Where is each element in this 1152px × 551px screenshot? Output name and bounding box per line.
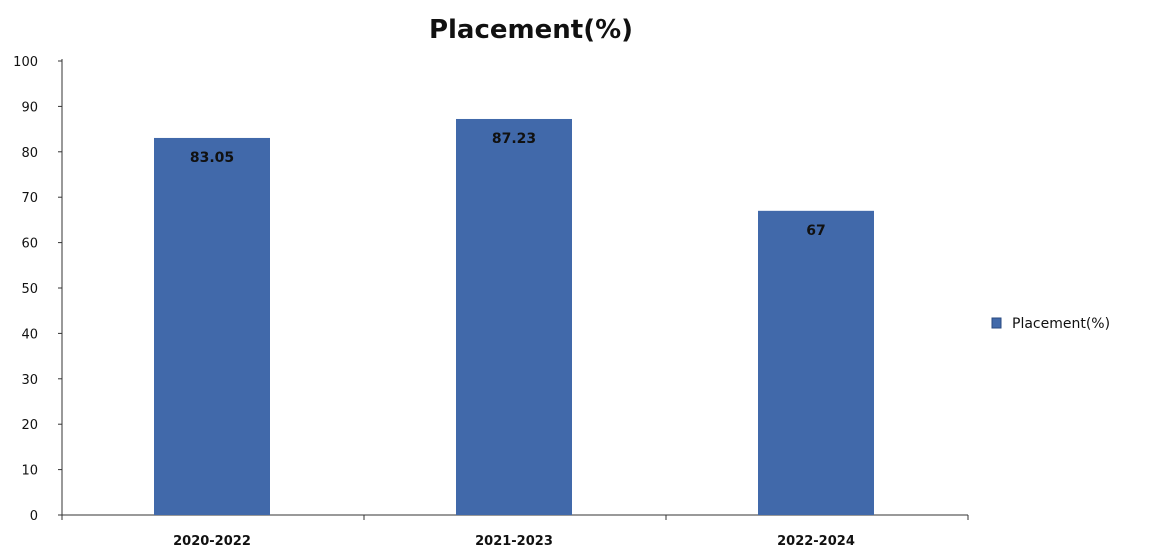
- y-tick-label: 100: [13, 55, 38, 70]
- y-axis: 0 10 20 30 40 50 60 70 80 90 100: [13, 55, 63, 524]
- legend-label: Placement(%): [1012, 316, 1110, 332]
- y-tick-label: 50: [21, 282, 38, 297]
- legend-swatch: [991, 317, 1002, 329]
- bar-series: [154, 118, 874, 515]
- data-labels: 83.05 87.23 67: [190, 131, 826, 239]
- y-tick-label: 60: [21, 237, 38, 252]
- y-tick-label: 10: [21, 464, 38, 479]
- y-tick-label: 70: [21, 191, 38, 206]
- y-tick-label: 80: [21, 146, 38, 161]
- y-tick-label: 90: [21, 100, 38, 115]
- x-tick-label-2021-2023: 2021-2023: [475, 534, 553, 549]
- y-tick-label: 0: [30, 509, 38, 524]
- y-tick-label: 20: [21, 418, 38, 433]
- data-label-2020-2022: 83.05: [190, 150, 234, 166]
- chart-title: Placement(%): [429, 15, 633, 45]
- x-tick-label-2020-2022: 2020-2022: [173, 534, 251, 549]
- data-label-2021-2023: 87.23: [492, 131, 536, 147]
- bar-2020-2022: [154, 137, 270, 515]
- data-label-2022-2024: 67: [806, 223, 825, 239]
- y-tick-label: 40: [21, 327, 38, 342]
- bar-2022-2024: [758, 210, 874, 515]
- y-tick-label: 30: [21, 373, 38, 388]
- bar-2021-2023: [456, 118, 572, 515]
- x-tick-label-2022-2024: 2022-2024: [777, 534, 855, 549]
- legend: Placement(%): [991, 316, 1110, 332]
- x-axis: 2020-2022 2021-2023 2022-2024: [61, 514, 969, 549]
